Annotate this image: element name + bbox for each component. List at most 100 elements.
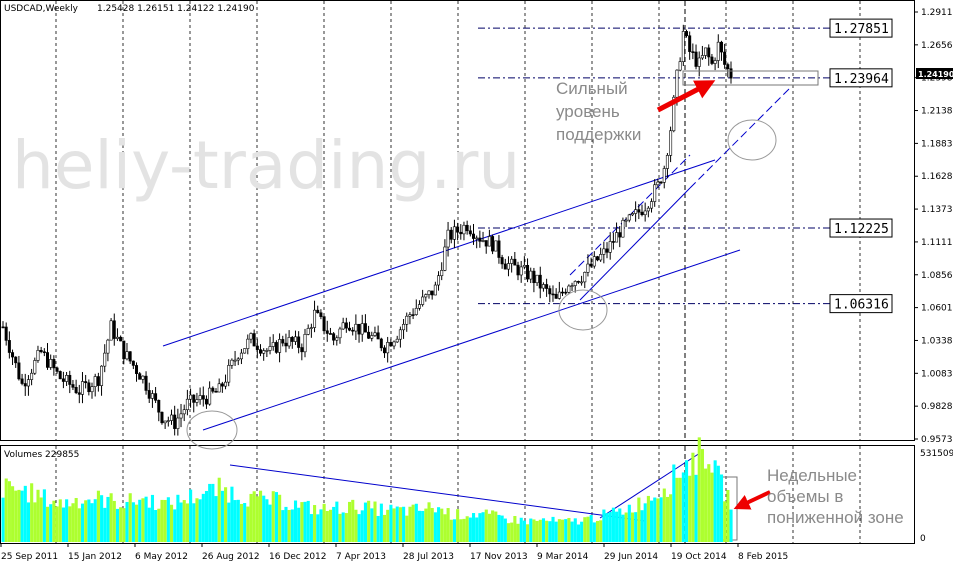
candle: [669, 126, 673, 163]
volume-bar: [316, 514, 320, 542]
volume-bar: [497, 514, 501, 542]
volume-bar: [386, 509, 390, 542]
candle: [551, 285, 555, 302]
candle: [465, 220, 469, 235]
time-tick-label: 26 Aug 2012: [202, 552, 260, 562]
candle: [49, 354, 53, 370]
volume-bar: [293, 500, 298, 542]
volume-bar: [541, 518, 546, 542]
volume-bar: [446, 508, 450, 542]
volume-bar: [392, 508, 396, 542]
candle: [360, 314, 364, 342]
candle: [325, 320, 329, 342]
time-tick-label: 16 Dec 2012: [269, 552, 327, 562]
candle: [367, 325, 371, 339]
volume-bar: [370, 508, 374, 542]
price-panel: [0, 0, 915, 441]
volume-bar: [281, 510, 285, 542]
volume-bar: [80, 503, 85, 542]
candle: [313, 300, 317, 333]
volume-annotation: Недельные объемы в пониженной зоне: [767, 466, 904, 527]
candle: [290, 335, 294, 349]
candle: [373, 326, 377, 337]
candle: [103, 344, 107, 373]
candle: [424, 293, 428, 302]
volume-bar: [669, 494, 673, 542]
volume-bar: [1, 497, 5, 542]
volume-bar: [65, 499, 69, 542]
volume-bar: [122, 508, 126, 542]
candle: [11, 349, 15, 366]
volume-bar: [405, 515, 409, 542]
volume-arrow: [733, 490, 771, 510]
volume-bar: [169, 504, 174, 542]
candle: [646, 206, 650, 218]
price-tick-label: 1.06010: [921, 304, 953, 314]
candle: [71, 380, 75, 391]
time-tick-label: 28 Jul 2013: [403, 552, 454, 562]
volume-bar: [268, 504, 272, 542]
candle: [14, 356, 18, 368]
volume-bar: [157, 508, 161, 542]
volume-bar: [427, 502, 431, 542]
candle: [135, 362, 139, 382]
candle: [678, 57, 682, 72]
candle: [459, 224, 463, 240]
volume-bar: [417, 510, 422, 542]
candle: [23, 373, 27, 396]
candle: [430, 290, 434, 300]
volume-bar: [357, 514, 361, 542]
current-price-marker: 1.24190: [916, 68, 953, 79]
candle: [357, 323, 361, 343]
annotation-line: Сильный: [556, 79, 628, 98]
volume-bar: [675, 477, 679, 542]
volume-bar: [249, 493, 253, 542]
price-tick-label: 1.13735: [921, 205, 953, 215]
annotation-line: пониженной зоне: [767, 508, 904, 527]
candle: [481, 231, 485, 243]
level-106316-label: 1.06316: [834, 298, 889, 313]
candle: [624, 217, 628, 228]
volume-bar: [395, 506, 399, 542]
candle: [208, 381, 212, 406]
volume-bar: [36, 489, 40, 542]
volume-bar: [160, 499, 164, 542]
volume-bar: [55, 506, 59, 542]
volume-label: Volumes 229855: [4, 450, 79, 460]
circle-channel-break: [727, 119, 777, 161]
volume-bar: [90, 503, 94, 542]
upper-channel-line: [162, 159, 716, 347]
volume-bar: [214, 496, 218, 542]
candle: [224, 374, 228, 390]
candle: [348, 321, 352, 332]
volume-bar: [462, 518, 466, 542]
volume-bar: [573, 518, 577, 542]
candle: [74, 379, 78, 395]
candle: [567, 284, 571, 294]
candle: [182, 404, 186, 422]
accelerated-channel-lower: [579, 187, 691, 301]
candle: [643, 202, 647, 222]
volume-bar: [211, 483, 215, 542]
candle: [265, 348, 269, 357]
volume-bar: [672, 464, 676, 542]
volume-bar: [33, 502, 37, 542]
candle: [656, 178, 660, 188]
candle: [141, 375, 145, 384]
volume-bar: [424, 508, 428, 542]
candle: [1, 321, 5, 329]
volume-bar: [58, 499, 62, 542]
candle: [284, 333, 288, 353]
candle: [414, 299, 418, 316]
volume-bar: [615, 511, 619, 542]
candle: [688, 31, 692, 60]
candle: [522, 256, 526, 270]
candle: [26, 375, 30, 396]
volume-bar: [297, 507, 301, 542]
candle: [446, 221, 450, 257]
volume-bar: [284, 506, 288, 542]
candle: [119, 335, 123, 342]
volume-bar: [300, 502, 304, 542]
watermark: heliy-trading.ru: [12, 127, 520, 204]
